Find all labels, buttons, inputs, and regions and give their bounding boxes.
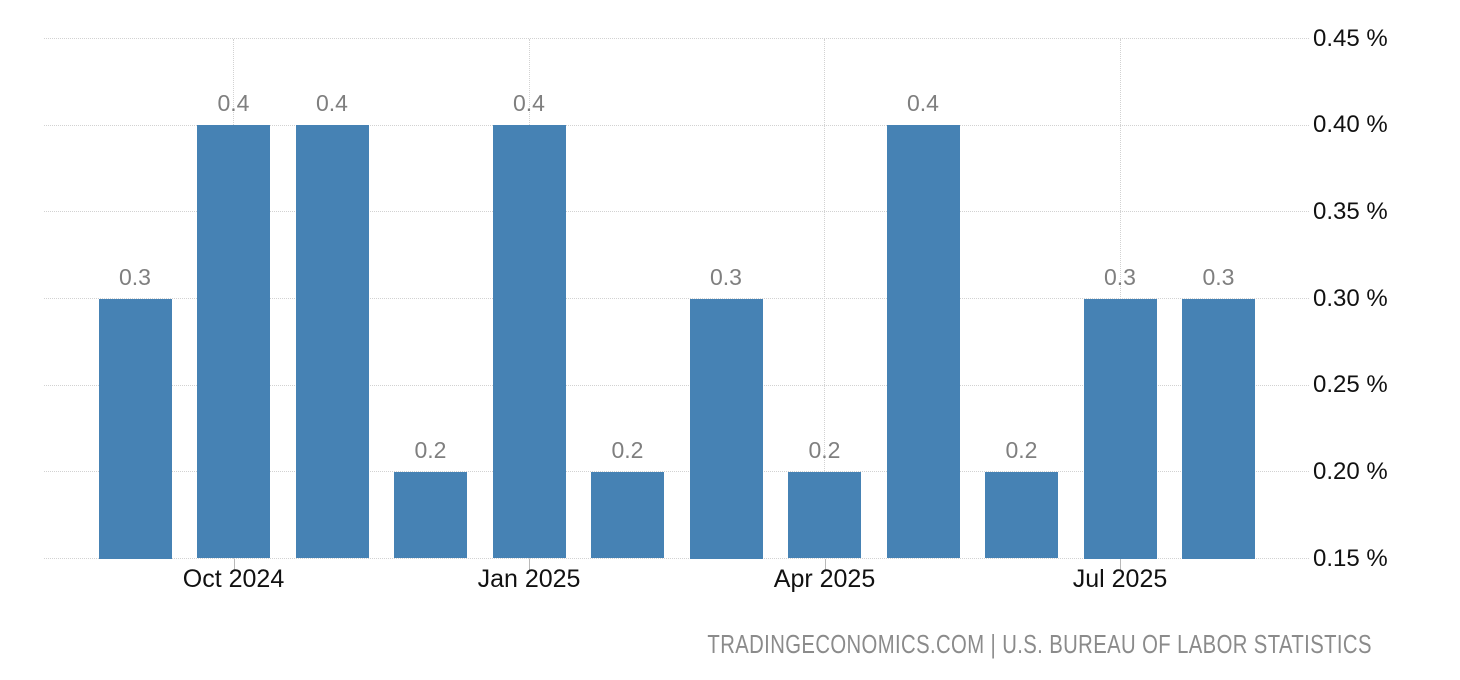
vertical-gridline bbox=[824, 38, 825, 559]
bar-value-label: 0.3 bbox=[119, 263, 151, 290]
bar-value-label: 0.4 bbox=[513, 90, 545, 117]
bar-value-label: 0.3 bbox=[1104, 263, 1136, 290]
horizontal-gridline bbox=[44, 38, 1309, 39]
x-axis-tick-label: Oct 2024 bbox=[182, 565, 285, 593]
bar[interactable] bbox=[1182, 298, 1255, 559]
source-attribution: TRADINGECONOMICS.COM | U.S. BUREAU OF LA… bbox=[707, 629, 1372, 659]
bar-value-label: 0.3 bbox=[1202, 263, 1235, 290]
bar[interactable] bbox=[98, 298, 172, 559]
bar-value-label: 0.3 bbox=[710, 263, 742, 290]
x-axis-tick-label: Jul 2025 bbox=[1072, 565, 1168, 593]
bar-value-label: 0.4 bbox=[316, 90, 348, 117]
x-axis-tick-label: Apr 2025 bbox=[773, 565, 876, 593]
bar-value-label: 0.4 bbox=[217, 90, 250, 117]
horizontal-gridline bbox=[44, 298, 1309, 299]
x-axis-tick-label: Jan 2025 bbox=[477, 565, 581, 593]
bar-value-label: 0.2 bbox=[611, 436, 644, 463]
bar-value-label: 0.2 bbox=[414, 436, 447, 463]
y-axis-tick-label: 0.15 % bbox=[1313, 544, 1388, 572]
y-axis-tick-label: 0.20 % bbox=[1313, 457, 1388, 485]
x-axis-tick-mark bbox=[1120, 559, 1121, 570]
bar-value-label: 0.4 bbox=[907, 90, 939, 117]
bar-value-label: 0.2 bbox=[808, 436, 841, 463]
y-axis-tick-label: 0.35 % bbox=[1313, 197, 1388, 225]
bar[interactable] bbox=[1083, 298, 1157, 559]
bar[interactable] bbox=[689, 298, 763, 559]
x-axis-tick-mark bbox=[529, 559, 530, 570]
bar[interactable] bbox=[197, 125, 270, 559]
y-axis-tick-label: 0.45 % bbox=[1313, 24, 1388, 52]
horizontal-gridline bbox=[44, 211, 1309, 213]
bar[interactable] bbox=[886, 125, 960, 559]
bar[interactable] bbox=[394, 471, 467, 559]
bar[interactable] bbox=[492, 125, 566, 559]
horizontal-gridline bbox=[44, 124, 1309, 126]
x-axis-tick-mark bbox=[233, 559, 235, 570]
horizontal-gridline bbox=[44, 558, 1309, 559]
bar[interactable] bbox=[985, 471, 1058, 559]
horizontal-gridline bbox=[44, 384, 1309, 386]
bar[interactable] bbox=[788, 471, 861, 559]
bar-value-label: 0.2 bbox=[1005, 436, 1038, 463]
bar[interactable] bbox=[591, 471, 664, 559]
y-axis-tick-label: 0.30 % bbox=[1313, 284, 1388, 312]
y-axis-tick-label: 0.40 % bbox=[1313, 111, 1388, 139]
bar[interactable] bbox=[295, 125, 369, 559]
x-axis-tick-mark bbox=[824, 559, 826, 570]
y-axis-tick-label: 0.25 % bbox=[1313, 371, 1388, 399]
horizontal-gridline bbox=[44, 471, 1309, 473]
